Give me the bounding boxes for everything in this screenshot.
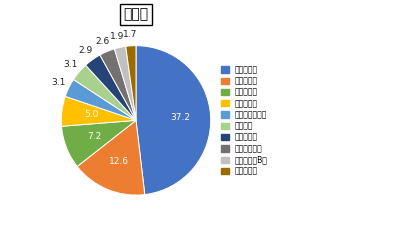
Wedge shape <box>100 49 136 120</box>
Wedge shape <box>62 120 136 166</box>
Text: 3.1: 3.1 <box>52 78 66 87</box>
Legend: コシヒカリ, ヒノヒカリ, ななつぼし, ひとめぼれ, あいちのかおり, はえぬき, きぬむすめ, あきたこまち, コシヒカリBＬ, あきさかり: コシヒカリ, ヒノヒカリ, ななつぼし, ひとめぼれ, あいちのかおり, はえぬ… <box>218 62 271 179</box>
Wedge shape <box>86 55 136 120</box>
Wedge shape <box>74 65 136 120</box>
Text: 2.6: 2.6 <box>96 37 110 46</box>
Wedge shape <box>114 46 136 120</box>
Wedge shape <box>61 96 136 126</box>
Text: 1.9: 1.9 <box>110 32 125 41</box>
Wedge shape <box>136 46 211 195</box>
Title: 全　国: 全 国 <box>124 8 148 22</box>
Wedge shape <box>77 120 145 195</box>
Text: 37.2: 37.2 <box>171 113 191 122</box>
Text: 1.7: 1.7 <box>123 30 137 39</box>
Text: 5.0: 5.0 <box>84 110 99 119</box>
Text: 3.1: 3.1 <box>63 60 78 69</box>
Text: 7.2: 7.2 <box>87 132 101 141</box>
Wedge shape <box>65 79 136 120</box>
Wedge shape <box>126 46 136 120</box>
Text: 2.9: 2.9 <box>79 46 93 55</box>
Text: 12.6: 12.6 <box>109 157 129 166</box>
